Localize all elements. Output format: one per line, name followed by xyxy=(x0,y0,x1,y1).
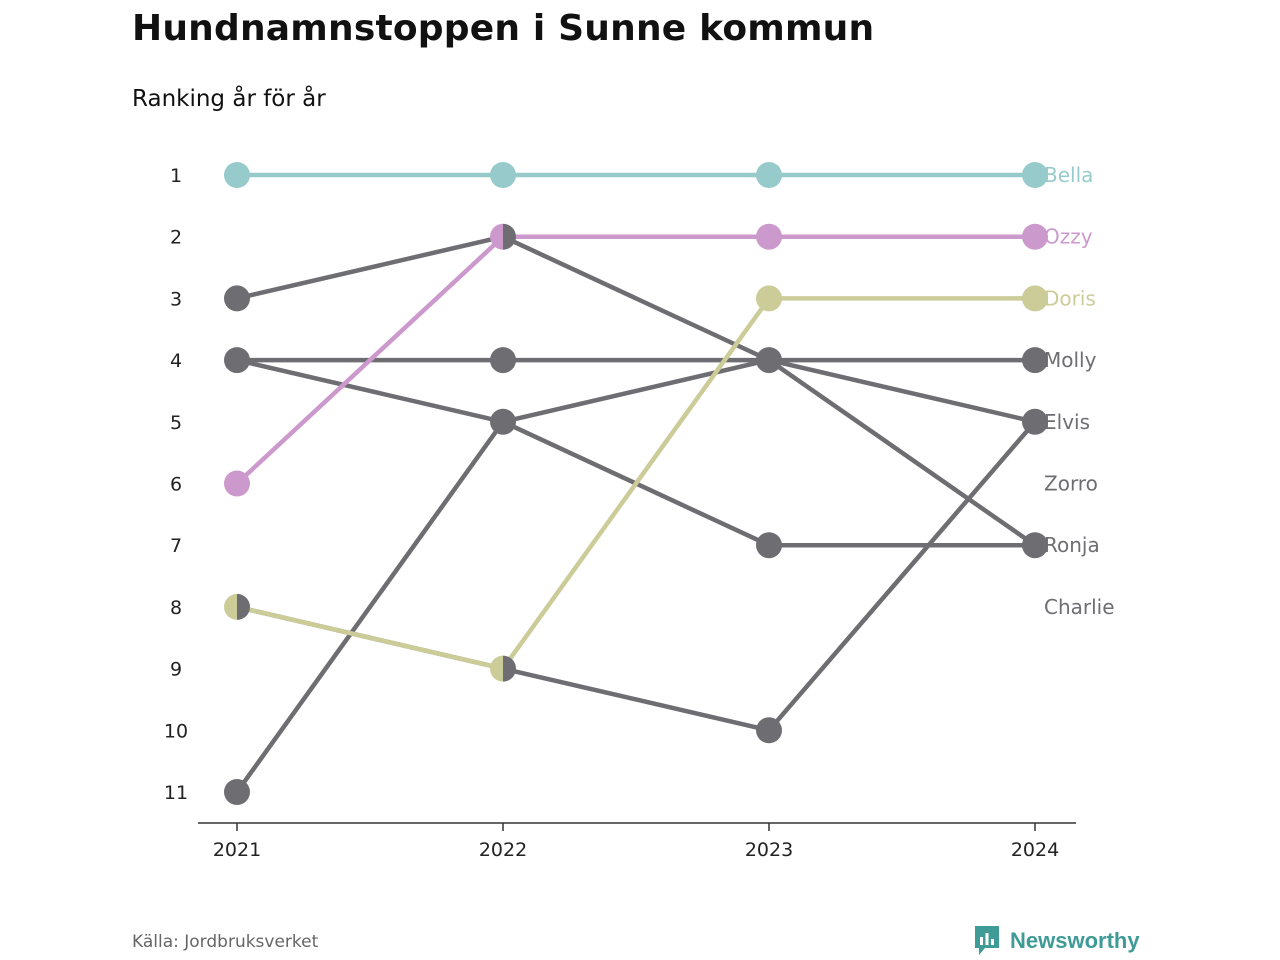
y-tick-label: 2 xyxy=(170,227,182,249)
point-2023-rank-3-doris xyxy=(756,285,782,312)
point-2022-rank-2-ozzy xyxy=(490,223,503,250)
chart-subtitle: Ranking år för år xyxy=(132,86,326,112)
end-label-bella: Bella xyxy=(1044,163,1093,187)
x-tick-label: 2022 xyxy=(479,839,527,861)
series-lines xyxy=(235,172,1037,794)
end-label-ozzy: Ozzy xyxy=(1044,225,1093,249)
point-2023-rank-10-charlie xyxy=(756,717,782,744)
point-2021-rank-8-doris xyxy=(224,593,237,620)
y-tick-label: 4 xyxy=(170,350,182,372)
series-line-elvis xyxy=(235,357,1036,794)
point-2021-rank-4-ronja xyxy=(224,347,250,374)
end-label-molly: Molly xyxy=(1044,348,1097,372)
brand-name: Newsworthy xyxy=(1010,928,1140,953)
point-2022-rank-4-molly xyxy=(490,347,516,374)
point-2021-rank-6-ozzy xyxy=(224,470,250,497)
source-note: Källa: Jordbruksverket xyxy=(132,932,319,952)
chart-title: Hundnamnstoppen i Sunne kommun xyxy=(132,8,875,49)
point-2024-rank-5-charlie xyxy=(1022,408,1048,435)
point-2024-rank-2-ozzy xyxy=(1022,223,1048,250)
y-tick-label: 10 xyxy=(164,720,188,742)
point-2023-rank-7-ronja xyxy=(756,532,782,559)
point-2024-rank-1-bella xyxy=(1022,162,1048,188)
end-label-zorro: Zorro xyxy=(1044,472,1098,496)
point-2021-rank-3-zorro xyxy=(224,285,250,312)
y-tick-label: 1 xyxy=(170,165,182,187)
x-tick-label: 2021 xyxy=(213,839,261,861)
point-2024-rank-4-molly xyxy=(1022,347,1048,374)
brand-logo[interactable]: Newsworthy xyxy=(972,924,1140,958)
point-2022-rank-1-bella xyxy=(490,162,516,188)
point-2021-rank-1-bella xyxy=(224,162,250,188)
x-tick-label: 2024 xyxy=(1011,839,1059,861)
end-label-doris: Doris xyxy=(1044,286,1096,310)
x-tick-label: 2023 xyxy=(745,839,793,861)
end-label-ronja: Ronja xyxy=(1044,533,1100,557)
series-points xyxy=(224,162,1048,805)
series-line-zorro xyxy=(236,234,1037,548)
y-tick-label: 8 xyxy=(170,597,182,619)
end-label-charlie: Charlie xyxy=(1044,595,1115,619)
end-label-elvis: Elvis xyxy=(1044,410,1090,434)
point-2022-rank-9-charlie xyxy=(503,655,517,682)
point-2024-rank-7-ronja xyxy=(1022,532,1048,559)
y-tick-label: 7 xyxy=(170,535,182,557)
axes: 1 2 3 4 5 6 7 8 9 10 11 2021 2022 2023 2024 xyxy=(164,165,1076,861)
series-line-ronja xyxy=(236,357,1035,548)
y-tick-label: 9 xyxy=(170,659,182,681)
point-2022-rank-2-zorro xyxy=(503,223,517,250)
point-2023-rank-1-bella xyxy=(756,162,782,188)
y-tick-label: 3 xyxy=(170,288,182,310)
y-tick-label: 11 xyxy=(164,782,188,804)
end-labels: Bella Ozzy Doris Molly Elvis Zorro Ronja Charli… xyxy=(1044,163,1115,619)
y-tick-label: 6 xyxy=(170,474,182,496)
newsworthy-logo-icon xyxy=(975,926,999,955)
point-2023-rank-4-zorro xyxy=(756,347,782,374)
point-2021-rank-8-charlie xyxy=(237,593,251,620)
point-2022-rank-5-ronja xyxy=(490,408,516,435)
y-tick-label: 5 xyxy=(170,412,182,434)
series-line-ozzy xyxy=(235,234,1035,486)
point-2024-rank-3-doris xyxy=(1022,285,1048,312)
point-2023-rank-2-ozzy xyxy=(756,223,782,250)
series-line-doris xyxy=(236,296,1035,671)
point-2022-rank-9-doris xyxy=(490,655,503,682)
point-2021-rank-11-elvis xyxy=(224,779,250,805)
series-line-charlie xyxy=(236,420,1037,733)
